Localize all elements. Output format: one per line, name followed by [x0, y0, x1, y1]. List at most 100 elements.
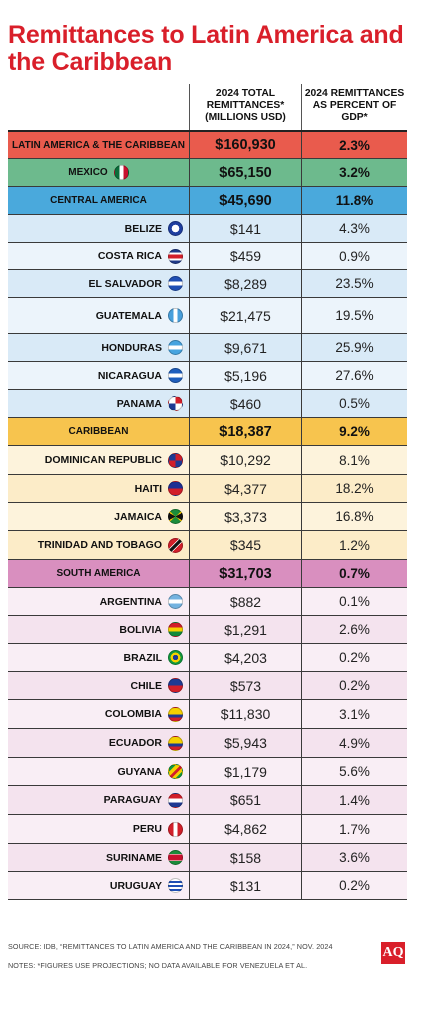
row-name-label: LATIN AMERICA & THE CARIBBEAN [12, 139, 185, 151]
row-name: URUGUAY [8, 872, 189, 899]
row-name: BRAZIL [8, 644, 189, 671]
row-name-label: MEXICO [68, 167, 108, 178]
row-name-label: TRINIDAD AND TOBAGO [37, 539, 162, 551]
row-gdp-percent: 2.3% [301, 132, 407, 158]
argentina-flag-icon [168, 594, 183, 609]
row-name-label: URUGUAY [109, 879, 162, 892]
row-name-label: NICARAGUA [97, 369, 162, 382]
row-name-label: PERU [132, 823, 162, 835]
row-total: $31,703 [189, 560, 301, 587]
aq-logo: AQ [381, 942, 405, 964]
table-row: URUGUAY $131 0.2% [8, 872, 407, 900]
table-row: CHILE $573 0.2% [8, 672, 407, 700]
nicaragua-flag-icon [168, 368, 183, 383]
row-name: PERU [8, 815, 189, 843]
row-total: $11,830 [189, 700, 301, 728]
row-gdp-percent: 0.2% [301, 644, 407, 671]
table-row: PANAMA $460 0.5% [8, 390, 407, 418]
table-row: PARAGUAY $651 1.4% [8, 786, 407, 815]
paraguay-flag-icon [168, 792, 183, 808]
notes: NOTES: *FIGURES USE PROJECTIONS; NO DATA… [8, 961, 308, 970]
peru-flag-icon [168, 821, 183, 837]
panama-flag-icon [168, 396, 183, 411]
row-name-label: BRAZIL [123, 651, 163, 664]
row-name-label: SOUTH AMERICA [56, 568, 141, 579]
row-total: $651 [189, 786, 301, 814]
row-gdp-percent: 0.1% [301, 588, 407, 615]
row-total: $882 [189, 588, 301, 615]
row-name: TRINIDAD AND TOBAGO [8, 531, 189, 559]
table-row: TRINIDAD AND TOBAGO $345 1.2% [8, 531, 407, 560]
row-name-label: PARAGUAY [103, 794, 162, 806]
row-name-label: CENTRAL AMERICA [50, 195, 147, 206]
row-total: $460 [189, 390, 301, 417]
row-gdp-percent: 11.8% [301, 187, 407, 214]
jamaica-flag-icon [168, 509, 183, 524]
row-total: $158 [189, 844, 301, 871]
row-gdp-percent: 3.6% [301, 844, 407, 871]
uruguay-flag-icon [168, 878, 183, 893]
table-row: LATIN AMERICA & THE CARIBBEAN $160,930 2.3… [8, 132, 407, 159]
row-name: GUATEMALA [8, 298, 189, 333]
table-row: EL SALVADOR $8,289 23.5% [8, 270, 407, 298]
row-name: EL SALVADOR [8, 270, 189, 297]
row-gdp-percent: 5.6% [301, 758, 407, 785]
row-gdp-percent: 19.5% [301, 298, 407, 333]
honduras-flag-icon [168, 340, 183, 355]
table-row: MEXICO $65,150 3.2% [8, 159, 407, 187]
table-row: GUATEMALA $21,475 19.5% [8, 298, 407, 334]
row-name: CARIBBEAN [8, 418, 189, 445]
table-row: COLOMBIA $11,830 3.1% [8, 700, 407, 729]
row-name-label: BOLIVIA [119, 623, 162, 636]
trinidad-and-tobago-flag-icon [168, 537, 183, 553]
row-name-label: ARGENTINA [99, 595, 162, 608]
row-name-label: CHILE [130, 679, 163, 692]
row-gdp-percent: 1.4% [301, 786, 407, 814]
brazil-flag-icon [168, 650, 183, 665]
column-header-total: 2024 TOTAL REMITTANCES* (MILLIONS USD) [189, 84, 301, 130]
row-name-label: ECUADOR [108, 737, 162, 749]
row-gdp-percent: 18.2% [301, 475, 407, 502]
ecuador-flag-icon [168, 735, 183, 751]
row-gdp-percent: 1.2% [301, 531, 407, 559]
row-name-label: EL SALVADOR [88, 277, 162, 290]
row-name-label: SURINAME [105, 851, 162, 864]
column-header-gdp: 2024 REMITTANCES AS PERCENT OF GDP* [301, 84, 407, 130]
row-gdp-percent: 16.8% [301, 503, 407, 530]
haiti-flag-icon [168, 481, 183, 496]
row-gdp-percent: 0.2% [301, 872, 407, 899]
row-gdp-percent: 4.3% [301, 215, 407, 242]
row-total: $131 [189, 872, 301, 899]
row-gdp-percent: 27.6% [301, 362, 407, 389]
row-total: $21,475 [189, 298, 301, 333]
row-name: GUYANA [8, 758, 189, 785]
row-total: $4,862 [189, 815, 301, 843]
row-name: NICARAGUA [8, 362, 189, 389]
row-gdp-percent: 3.2% [301, 159, 407, 186]
row-gdp-percent: 23.5% [301, 270, 407, 297]
bolivia-flag-icon [168, 622, 183, 637]
table-row: CARIBBEAN $18,387 9.2% [8, 418, 407, 446]
dominican-republic-flag-icon [168, 452, 183, 468]
row-total: $459 [189, 243, 301, 269]
row-name: PANAMA [8, 390, 189, 417]
table-row: DOMINICAN REPUBLIC $10,292 8.1% [8, 446, 407, 475]
row-name: COSTA RICA [8, 243, 189, 269]
row-gdp-percent: 2.6% [301, 616, 407, 643]
table-row: NICARAGUA $5,196 27.6% [8, 362, 407, 390]
row-total: $65,150 [189, 159, 301, 186]
row-total: $1,179 [189, 758, 301, 785]
row-total: $160,930 [189, 132, 301, 158]
row-name: SOUTH AMERICA [8, 560, 189, 587]
row-name: DOMINICAN REPUBLIC [8, 446, 189, 474]
row-gdp-percent: 25.9% [301, 334, 407, 361]
row-name-label: DOMINICAN REPUBLIC [44, 454, 162, 466]
row-total: $5,943 [189, 729, 301, 757]
row-gdp-percent: 4.9% [301, 729, 407, 757]
table-row: BOLIVIA $1,291 2.6% [8, 616, 407, 644]
belize-flag-icon [168, 221, 183, 236]
row-name-label: BELIZE [124, 222, 162, 235]
table-header: 2024 TOTAL REMITTANCES* (MILLIONS USD) 2… [8, 84, 407, 130]
row-name: PARAGUAY [8, 786, 189, 814]
row-name-label: CARIBBEAN [68, 426, 129, 437]
